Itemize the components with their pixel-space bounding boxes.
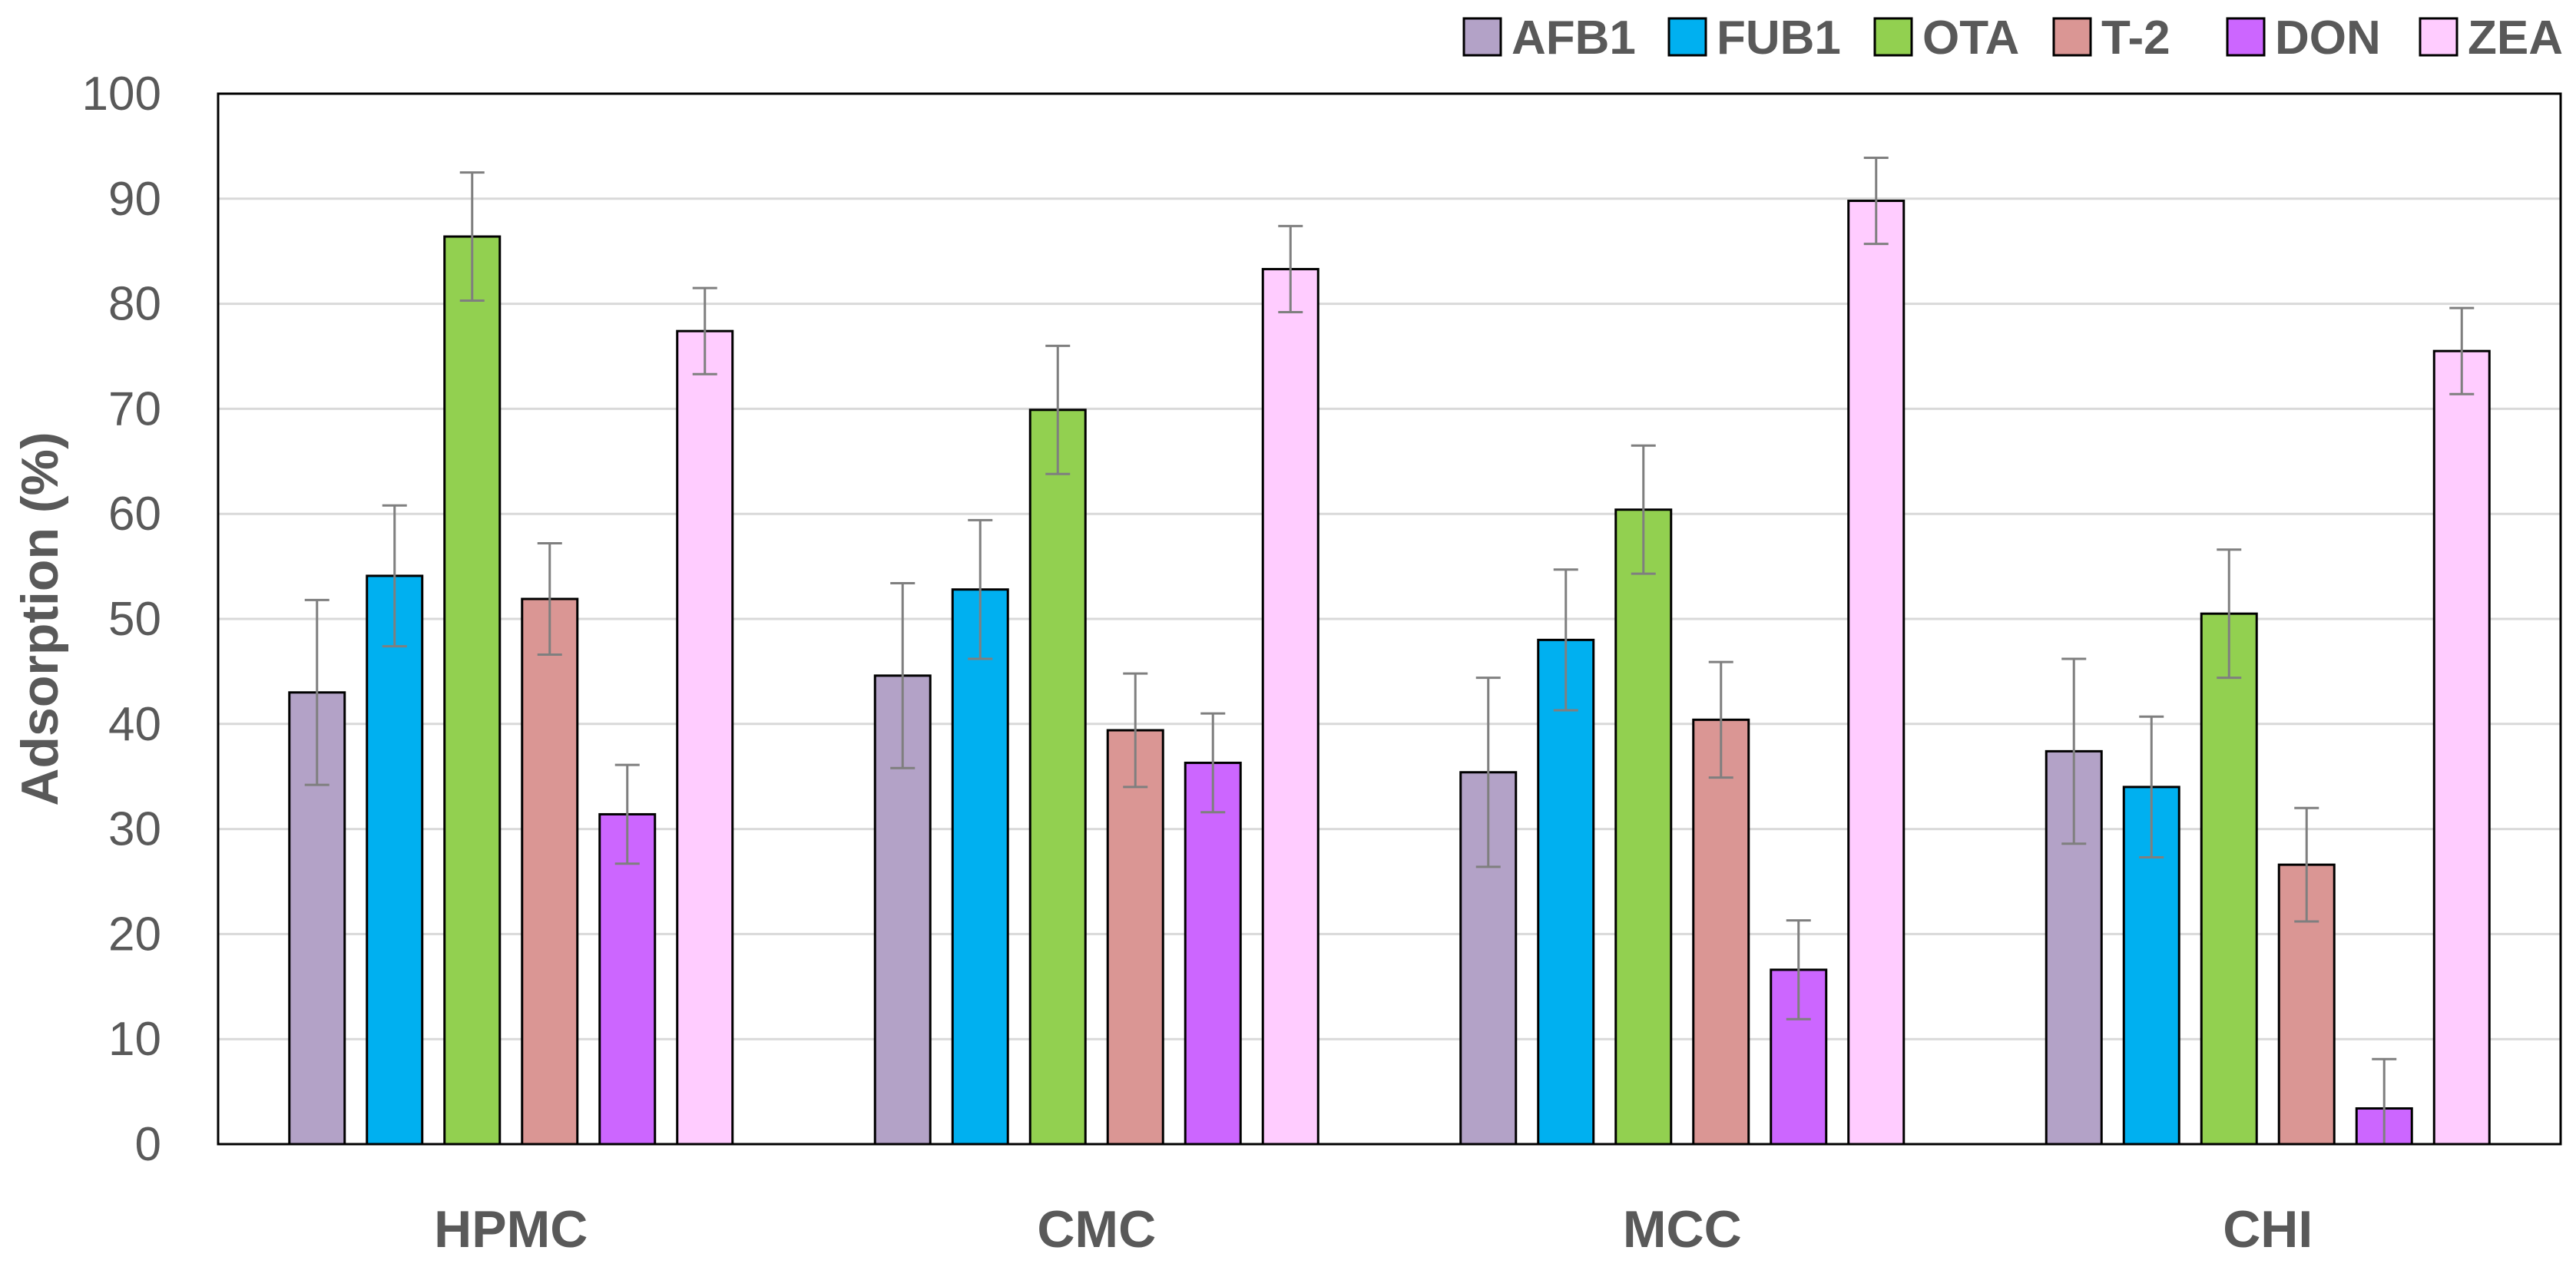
y-tick-label: 100 (82, 68, 161, 121)
error-bar (968, 518, 993, 660)
error-bar (1631, 444, 1656, 575)
error-bar (1123, 672, 1148, 789)
bar-t2-cmc (1106, 729, 1164, 1146)
x-category-label: HPMC (434, 1200, 588, 1259)
error-bar (304, 598, 329, 786)
bar-fub1-mcc (1537, 638, 1595, 1146)
bar-zea-mcc (1847, 200, 1906, 1146)
legend-label: OTA (1922, 12, 2019, 65)
x-category-label: MCC (1623, 1200, 1742, 1259)
error-bar (459, 171, 485, 302)
x-category-label: CHI (2223, 1200, 2313, 1259)
legend-label: DON (2275, 12, 2381, 65)
error-bar (1045, 344, 1071, 475)
legend-swatch (1462, 17, 1502, 57)
y-tick-label: 20 (108, 908, 161, 961)
bar-don-hpmc (598, 812, 657, 1146)
legend-swatch (2226, 17, 2266, 57)
error-bar (1278, 224, 1303, 314)
bar-fub1-hpmc (366, 574, 424, 1146)
bar-ota-cmc (1028, 409, 1087, 1146)
bar-ota-hpmc (443, 235, 502, 1146)
error-bar (2217, 548, 2242, 680)
legend-item-t2: T-2 (2052, 12, 2170, 65)
legend-label: AFB1 (1511, 12, 1636, 65)
bar-ota-chi (2200, 612, 2258, 1146)
category-labels: HPMC CMC MCC CHI (434, 1200, 2313, 1259)
y-tick-label: 70 (108, 382, 161, 435)
legend-swatch (1667, 17, 1707, 57)
error-bar (2061, 657, 2087, 845)
error-bar (1863, 156, 1889, 246)
legend: AFB1 FUB1 OTA T-2 DON ZEA (1462, 12, 2563, 65)
error-bar (890, 581, 916, 769)
error-bar (1475, 677, 1501, 868)
y-tick-label: 90 (108, 173, 161, 226)
error-bar (2294, 806, 2319, 923)
bar-don-cmc (1184, 761, 1242, 1146)
error-bar (2139, 715, 2164, 859)
x-category-label: CMC (1037, 1200, 1156, 1259)
legend-label: T-2 (2101, 12, 2170, 65)
y-tick-label: 30 (108, 803, 161, 856)
y-tick-label: 10 (108, 1013, 161, 1066)
legend-item-don: DON (2226, 12, 2381, 65)
bar-zea-cmc (1261, 267, 1319, 1146)
legend-item-fub1: FUB1 (1667, 12, 1841, 65)
y-tick-label: 50 (108, 593, 161, 646)
bar-ota-mcc (1614, 508, 1673, 1146)
legend-item-zea: ZEA (2419, 12, 2563, 65)
error-bar (382, 504, 407, 648)
y-tick-label: 60 (108, 488, 161, 541)
error-bar (1200, 712, 1226, 814)
error-bar (1786, 919, 1811, 1021)
error-bars (304, 156, 2475, 1146)
error-bar (1708, 660, 1733, 779)
bars (288, 200, 2491, 1146)
y-tick-label: 40 (108, 698, 161, 751)
plot-frame (217, 92, 2562, 1146)
error-bar (614, 763, 640, 865)
legend-item-ota: OTA (1873, 12, 2019, 65)
y-tick-label: 80 (108, 278, 161, 331)
legend-label: ZEA (2468, 12, 2563, 65)
legend-label: FUB1 (1717, 12, 1841, 65)
error-bar (692, 286, 717, 375)
bar-zea-hpmc (676, 329, 734, 1146)
legend-item-afb1: AFB1 (1462, 12, 1636, 65)
legend-swatch (2052, 17, 2092, 57)
bar-t2-hpmc (521, 597, 579, 1146)
y-tick-label: 0 (135, 1118, 161, 1171)
y-tick-labels: 0 10 20 30 40 50 60 70 80 90 100 (82, 68, 161, 1171)
y-axis-title: Adsorption (%) (11, 432, 69, 806)
bar-fub1-cmc (951, 588, 1009, 1146)
error-bar (2449, 306, 2475, 395)
error-bar (537, 542, 562, 657)
legend-swatch (2419, 17, 2458, 57)
legend-swatch (1873, 17, 1913, 57)
bar-zea-chi (2432, 349, 2491, 1146)
error-bar (1553, 568, 1578, 712)
bar-t2-mcc (1692, 718, 1750, 1146)
